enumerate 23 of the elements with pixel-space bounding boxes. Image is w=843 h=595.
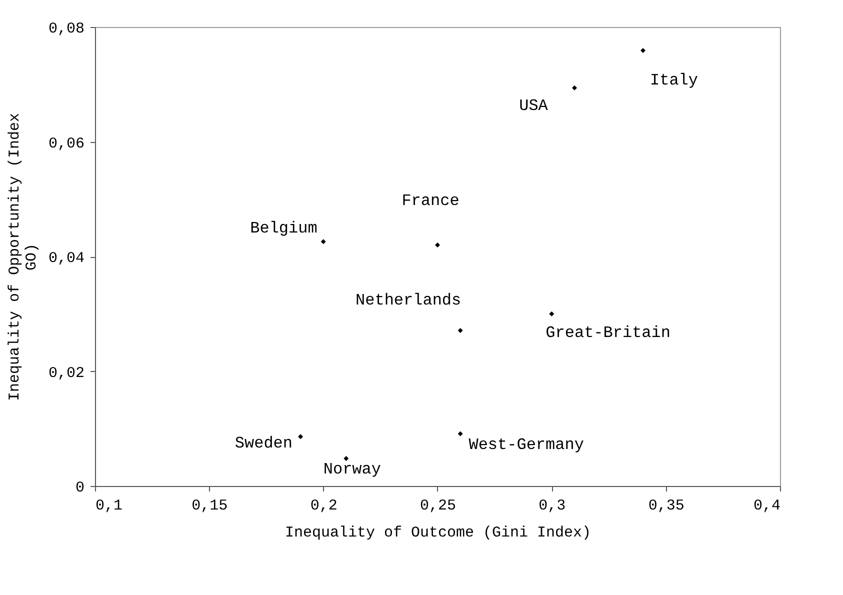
y-tick-label: 0,06 — [48, 135, 84, 152]
annotation: Norway — [323, 460, 382, 478]
y-tick-label: 0,08 — [48, 20, 84, 38]
y-tick-label: 0 — [75, 480, 84, 496]
annotation: USA — [519, 96, 548, 115]
x-tick-label: 0,4 — [753, 498, 780, 514]
annotation: Great-Britain — [546, 324, 670, 342]
x-tick-label: 0,35 — [648, 498, 684, 514]
x-tick-label: 0,2 — [310, 498, 338, 514]
x-tick-label: 0,3 — [538, 498, 566, 514]
y-axis-title: Inequality of Opportunity (Index GO) — [6, 112, 40, 402]
y-tick-label: 0,04 — [48, 250, 84, 267]
annotation: Italy — [650, 72, 698, 90]
x-axis-title: Inequality of Outcome (Gini Index) — [284, 524, 592, 542]
annotation: France — [402, 192, 460, 210]
x-tick-label: 0,25 — [420, 498, 456, 514]
annotation: West-Germany — [468, 436, 584, 454]
x-tick-label: 0,15 — [192, 498, 228, 514]
annotation: Sweden — [234, 434, 292, 453]
x-tick-label: 0,1 — [96, 498, 123, 514]
annotation: Belgium — [250, 220, 318, 238]
annotation: Netherlands — [356, 292, 462, 310]
y-tick-label: 0,02 — [48, 364, 84, 382]
